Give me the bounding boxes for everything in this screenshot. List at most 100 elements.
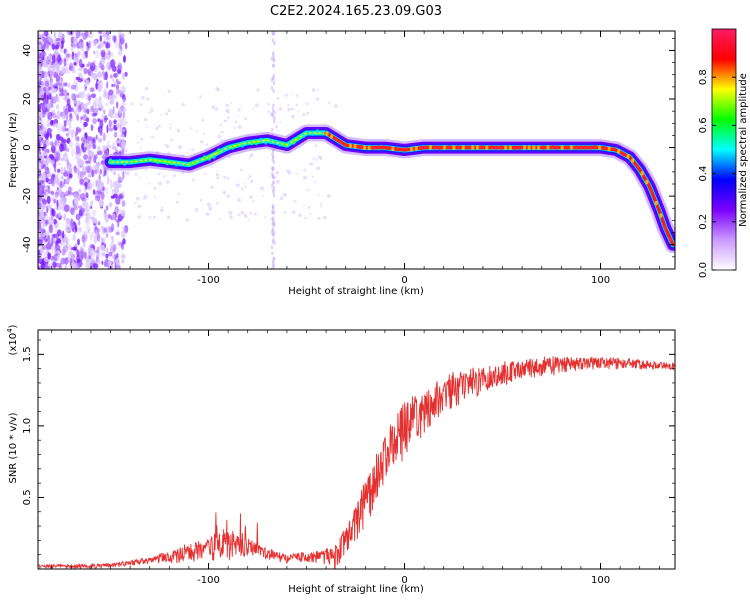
noise-speckle — [47, 185, 51, 194]
noise-speckle — [153, 187, 157, 190]
noise-speckle — [65, 228, 71, 232]
noise-speckle — [319, 156, 323, 160]
noise-speckle — [287, 103, 290, 106]
noise-speckle — [77, 159, 80, 167]
noise-speckle — [243, 214, 248, 218]
noise-speckle — [68, 244, 72, 251]
noise-speckle — [98, 187, 101, 197]
noise-speckle — [233, 126, 236, 130]
noise-speckle — [118, 107, 122, 115]
noise-speckle — [130, 102, 134, 106]
noise-speckle — [114, 205, 119, 215]
noise-speckle — [68, 251, 73, 256]
noise-speckle — [102, 186, 105, 191]
noise-speckle — [115, 196, 121, 205]
ridge-blob — [334, 137, 338, 142]
noise-speckle — [38, 210, 44, 214]
noise-speckle — [152, 215, 156, 219]
noise-speckle — [312, 157, 315, 160]
noise-speckle — [72, 211, 76, 216]
noise-speckle — [108, 127, 114, 132]
noise-speckle — [279, 196, 284, 201]
noise-speckle — [121, 230, 126, 239]
noise-speckle — [75, 145, 81, 155]
noise-speckle — [207, 202, 211, 207]
noise-speckle — [323, 215, 327, 220]
noise-speckle — [274, 125, 279, 129]
noise-speckle — [272, 58, 276, 63]
noise-speckle — [150, 109, 154, 113]
noise-speckle — [106, 248, 109, 253]
ridge-blob — [320, 130, 324, 135]
noise-speckle — [43, 143, 47, 149]
noise-speckle — [61, 142, 67, 152]
noise-speckle — [88, 71, 94, 77]
ridge-blob — [475, 145, 479, 150]
noise-speckle — [275, 170, 280, 175]
noise-speckle — [78, 209, 83, 217]
ridge-blob — [174, 162, 178, 167]
noise-speckle — [77, 193, 81, 201]
noise-speckle — [271, 183, 274, 188]
noise-speckle — [43, 31, 49, 37]
noise-speckle — [272, 63, 275, 68]
noise-speckle — [252, 108, 255, 110]
noise-speckle — [137, 119, 139, 122]
noise-speckle — [215, 173, 220, 177]
noise-speckle — [86, 165, 93, 174]
noise-speckle — [154, 196, 157, 199]
noise-speckle — [93, 107, 99, 116]
ridge-blob — [353, 144, 357, 149]
noise-speckle — [50, 145, 56, 154]
noise-speckle — [223, 176, 227, 179]
noise-speckle — [38, 266, 41, 269]
noise-speckle — [102, 132, 107, 141]
noise-speckle — [97, 81, 100, 85]
noise-speckle — [48, 224, 53, 234]
noise-speckle — [60, 77, 63, 82]
noise-speckle — [167, 108, 171, 113]
noise-speckle — [64, 108, 69, 115]
noise-speckle — [77, 171, 83, 180]
noise-speckle — [63, 166, 66, 174]
noise-speckle — [78, 41, 84, 49]
noise-speckle — [46, 123, 51, 127]
noise-speckle — [86, 63, 90, 67]
ridge-blob — [532, 145, 536, 150]
noise-speckle — [113, 131, 118, 138]
noise-speckle — [194, 208, 199, 212]
noise-speckle — [97, 71, 102, 78]
noise-speckle — [116, 69, 122, 74]
noise-speckle — [97, 228, 100, 234]
noise-speckle — [41, 33, 44, 39]
x-tick-label: -100 — [197, 575, 220, 586]
ridge-blob — [301, 133, 305, 139]
noise-speckle — [57, 186, 61, 193]
noise-speckle — [43, 172, 46, 180]
noise-speckle — [286, 169, 291, 174]
noise-speckle — [72, 128, 76, 135]
noise-speckle — [90, 205, 93, 209]
noise-speckle — [90, 124, 94, 131]
noise-speckle — [181, 103, 185, 107]
noise-speckle — [271, 107, 275, 112]
noise-speckle — [121, 131, 126, 138]
noise-speckle — [94, 39, 98, 46]
noise-speckle — [40, 123, 43, 131]
ridge-blob — [127, 159, 131, 164]
noise-speckle — [74, 82, 79, 92]
noise-speckle — [71, 51, 75, 60]
noise-speckle — [226, 177, 230, 180]
noise-speckle — [137, 204, 142, 209]
noise-speckle — [298, 213, 302, 217]
noise-speckle — [108, 145, 112, 149]
noise-speckle — [122, 238, 126, 245]
snr-x-ticks: -100 0 100 — [51, 330, 660, 586]
noise-speckle — [137, 215, 142, 219]
ridge-blob — [607, 146, 611, 152]
noise-speckle — [67, 172, 72, 181]
noise-speckle — [272, 193, 276, 198]
colorbar-tick-label: 0.6 — [698, 117, 709, 133]
noise-speckle — [320, 203, 323, 206]
noise-speckle — [85, 216, 89, 223]
